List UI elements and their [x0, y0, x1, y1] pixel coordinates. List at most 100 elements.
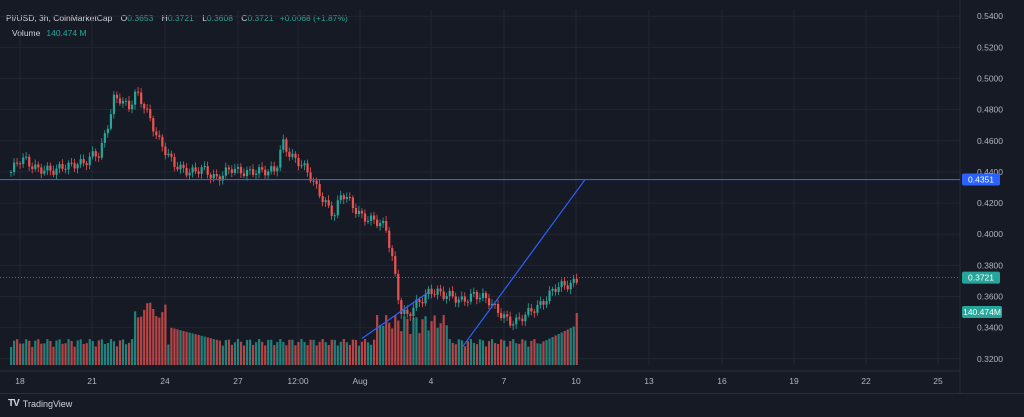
x-tick-label: 4 [429, 376, 434, 386]
volume-bar [421, 319, 424, 365]
volume-bar [566, 329, 569, 365]
symbol-title[interactable]: PI/USD, 3h, CoinMarketCap [6, 13, 113, 23]
candle-body [279, 149, 282, 168]
volume-bar [197, 335, 200, 365]
volume-bar [121, 339, 125, 365]
candle-body [155, 131, 158, 136]
volume-bar [484, 346, 488, 365]
candle-body [261, 167, 264, 170]
trend-line [361, 292, 429, 340]
candle-body [264, 169, 267, 176]
volume-bar [336, 345, 339, 365]
volume-bar [451, 342, 454, 365]
candle-body [31, 166, 34, 170]
candle-body [79, 159, 82, 165]
volume-bar [109, 339, 113, 365]
volume-bar [300, 339, 303, 365]
volume-bar [324, 342, 327, 365]
candle-body [351, 197, 355, 209]
candle-body [146, 108, 149, 110]
volume-bar [391, 328, 394, 365]
volume-bar [466, 341, 469, 365]
candle-body [445, 296, 448, 299]
volume-bar [472, 342, 476, 365]
y-tick-label: 0.4000 [977, 229, 1003, 239]
candle-body [194, 167, 197, 172]
candle-body [140, 92, 143, 105]
volume-bar [551, 337, 554, 365]
candle-body [312, 180, 315, 182]
candle-body [300, 165, 303, 167]
volume-bar [463, 346, 466, 365]
volume-bar [103, 344, 106, 365]
candle-body [55, 168, 58, 175]
candle-body [270, 166, 273, 172]
volume-bar [85, 343, 88, 365]
volume-bar [224, 339, 227, 365]
candle-body [369, 215, 373, 221]
volume-bar [342, 339, 345, 365]
candle-body [542, 301, 545, 305]
candle-body [131, 104, 134, 110]
candle-body [291, 153, 294, 157]
candle-body [415, 299, 418, 308]
volume-bar [557, 334, 560, 365]
volume-bar [100, 339, 103, 365]
volume-bar [503, 340, 506, 365]
volume-bar [454, 344, 457, 365]
volume-bar [16, 339, 19, 365]
volume-bar [13, 340, 16, 365]
volume-bar [315, 345, 318, 365]
candle-body [354, 208, 358, 215]
last-price-label: 0.3721 [968, 273, 994, 283]
candle-body [252, 169, 255, 175]
volume-bar [185, 331, 188, 365]
volume-bar [487, 341, 491, 365]
candle-body [209, 174, 212, 179]
candle-body [506, 314, 509, 317]
candle-body [19, 163, 22, 165]
candle-body [173, 156, 176, 167]
candle-body [472, 292, 476, 294]
volume-bar [137, 317, 140, 365]
candle-body [258, 167, 261, 174]
volume-bar [70, 340, 73, 365]
candle-body [412, 307, 415, 316]
volume-bar [448, 339, 451, 365]
candle-body [276, 167, 279, 172]
volume-bar [143, 309, 146, 365]
candle-body [430, 288, 433, 295]
volume-bar [457, 339, 460, 365]
volume-bar [345, 342, 348, 365]
candle-body [409, 314, 412, 316]
candle-body [70, 162, 73, 164]
volume-bar [536, 343, 539, 365]
volume-bar [227, 339, 230, 365]
volume-bar [182, 331, 185, 365]
price-chart[interactable]: 0.5400 0.5200 0.5000 0.4800 0.4600 0.4400 0.42… [0, 0, 1024, 393]
candle-body [566, 285, 569, 290]
volume-bar [61, 343, 64, 365]
candle-body [418, 299, 421, 303]
candle-body [233, 168, 237, 173]
volume-bar [518, 343, 521, 365]
candle-body [58, 164, 61, 169]
volume-bar [73, 346, 76, 365]
volume-bar [445, 325, 448, 365]
volume-bar [569, 328, 572, 365]
candle-body [143, 104, 146, 109]
volume-bar [303, 342, 306, 365]
volume-bar [312, 339, 315, 365]
candle-body [121, 100, 125, 104]
candle-body [500, 313, 503, 319]
volume-bar [279, 339, 282, 365]
candle-body [536, 304, 539, 313]
volume-bar [161, 312, 164, 365]
candle-body [333, 215, 336, 217]
tradingview-brand[interactable]: TV TradingView [8, 398, 72, 409]
volume-bar [388, 322, 391, 365]
y-tick-label: 0.5400 [977, 11, 1003, 21]
volume-badge [962, 306, 1002, 318]
y-tick-label: 0.3400 [977, 323, 1003, 333]
volume-bar [427, 330, 430, 365]
